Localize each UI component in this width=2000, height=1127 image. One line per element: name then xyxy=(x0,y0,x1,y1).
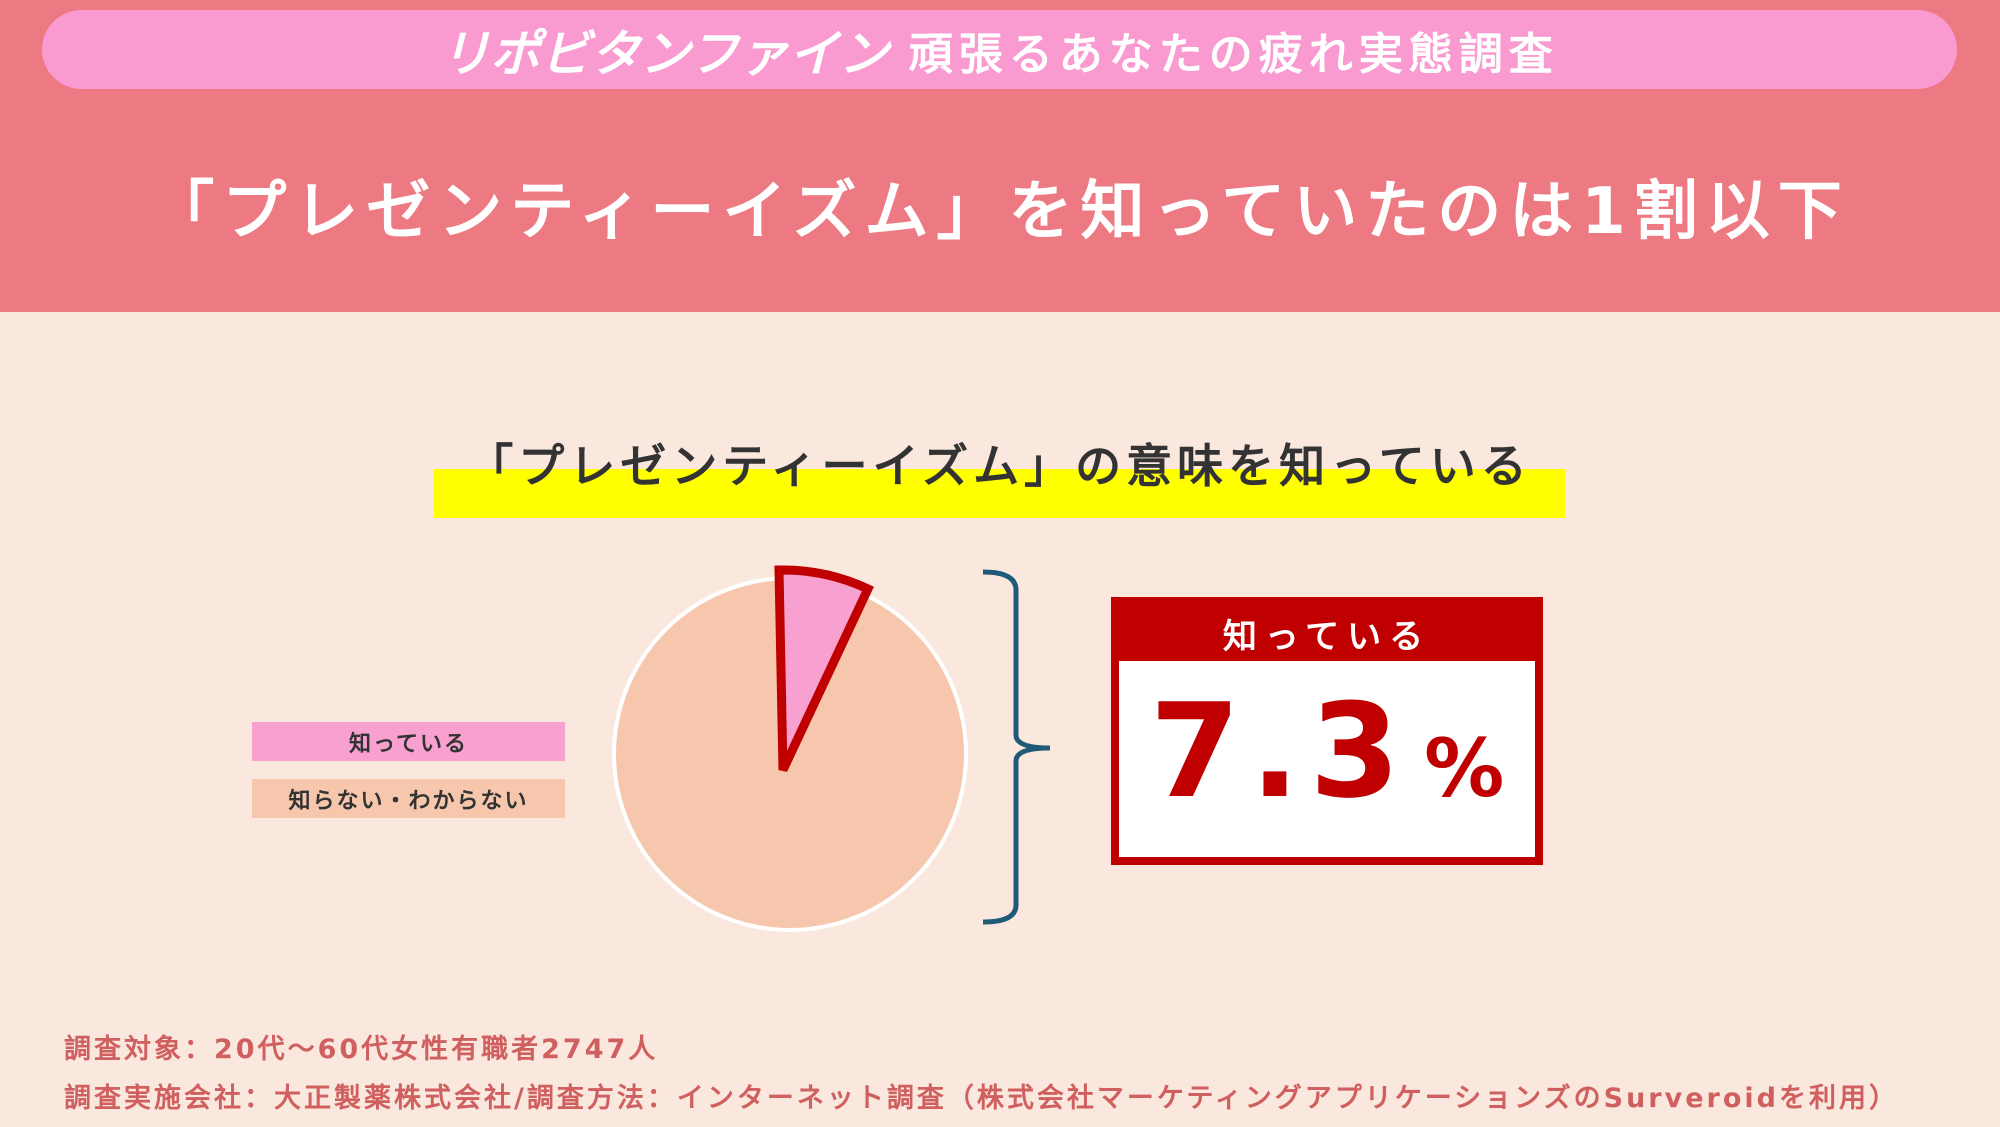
brand-logo: リポビタンファイン xyxy=(440,24,889,83)
footer-target: 調査対象：20代～60代女性有職者2747人 xyxy=(64,1034,659,1065)
legend-item-know: 知っている xyxy=(252,722,565,761)
callout-unit: % xyxy=(1424,722,1505,815)
chart-title: 「プレゼンティーイズム」の意味を知っている xyxy=(467,439,1532,493)
headline: 「プレゼンティーイズム」を知っていたのは1割以下 xyxy=(150,175,1850,249)
legend-item-dont-know: 知らない・わからない xyxy=(252,779,565,818)
callout-value: 7.3 xyxy=(1149,675,1411,827)
footer-method: 調査実施会社：大正製薬株式会社/調査方法：インターネット調査（株式会社マーケティ… xyxy=(64,1083,1899,1114)
pie-slice-know xyxy=(774,565,874,772)
header-band: リポビタンファイン 頑張るあなたの疲れ実態調査 「プレゼンティーイズム」を知って… xyxy=(0,0,2000,312)
callout-box: 知っている 7.3% xyxy=(1111,597,1543,865)
bracket xyxy=(982,569,1051,925)
survey-banner: リポビタンファイン 頑張るあなたの疲れ実態調査 xyxy=(42,10,1957,89)
highlight-band xyxy=(434,469,1565,518)
survey-title: 頑張るあなたの疲れ実態調査 xyxy=(908,28,1559,80)
callout-label: 知っている xyxy=(1119,605,1535,661)
